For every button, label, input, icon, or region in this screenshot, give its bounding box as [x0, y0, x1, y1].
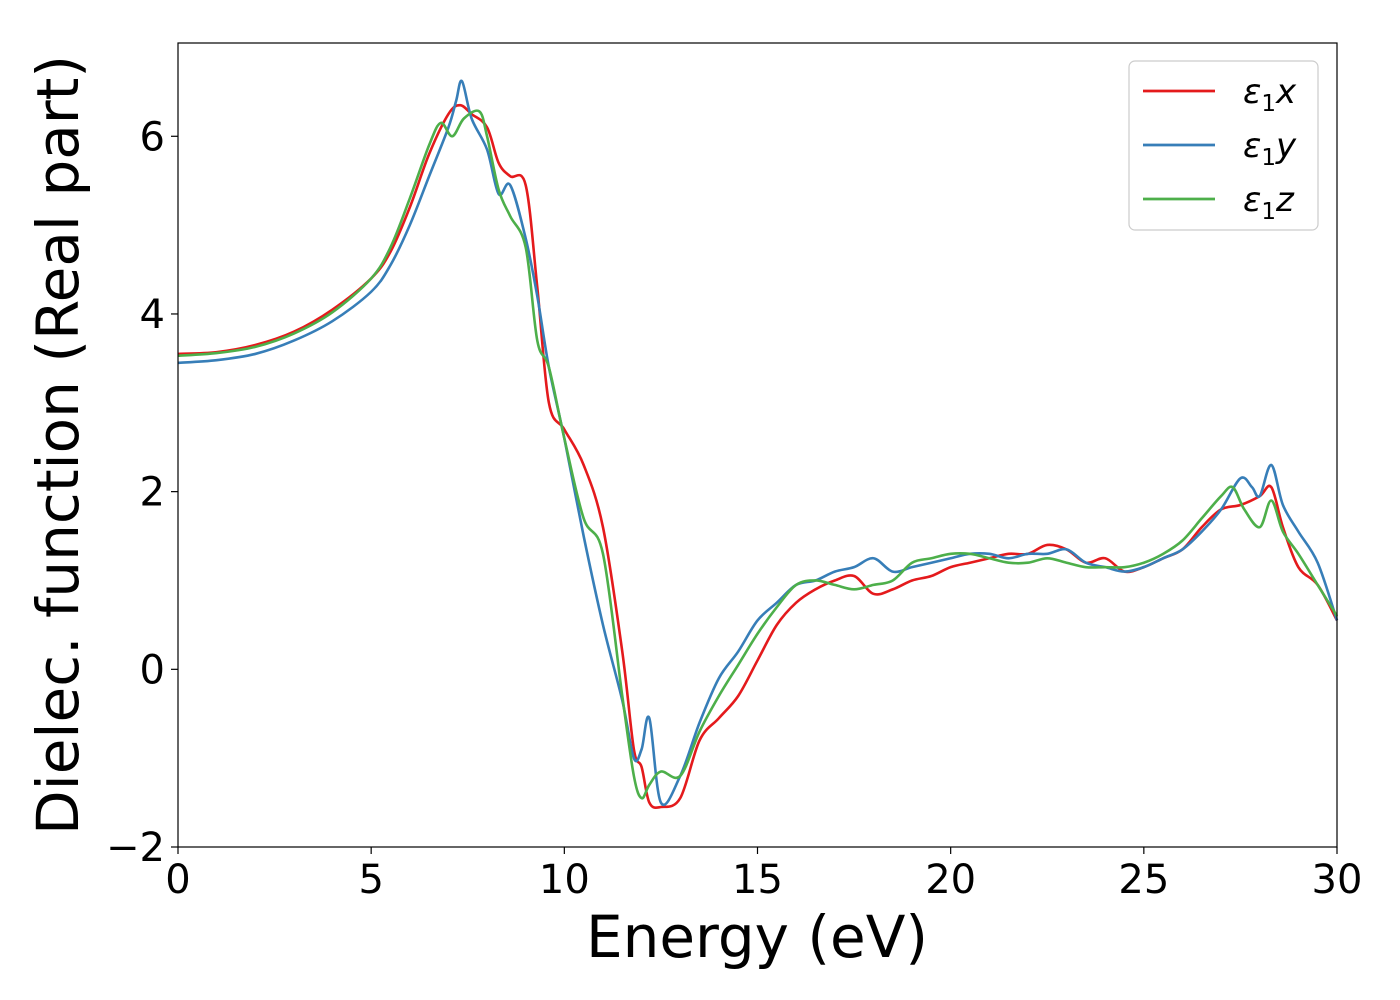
x-axis-ticks: 0 5 10 15 20 25 30: [165, 847, 1362, 903]
y-tick-label: −2: [106, 825, 165, 871]
x-tick-label: 5: [358, 857, 383, 903]
y-axis-ticks: −2 0 2 4 6: [106, 114, 178, 871]
legend-box: [1128, 60, 1319, 231]
legend-label-y: ε1y: [1243, 126, 1297, 171]
x-axis-title: Energy (eV): [586, 903, 928, 971]
series-line-y: [177, 79, 1339, 807]
y-tick-label: 6: [140, 114, 165, 160]
series-line-z: [177, 109, 1339, 800]
x-tick-label: 15: [732, 857, 783, 903]
legend: ε1x ε1y ε1z: [1128, 60, 1319, 231]
x-tick-label: 25: [1118, 857, 1169, 903]
legend-label-x: ε1x: [1243, 72, 1297, 117]
series-lines: [177, 79, 1339, 809]
y-tick-label: 2: [140, 470, 165, 516]
y-axis-title: Dielec. function (Real part): [24, 55, 92, 835]
x-tick-label: 0: [165, 857, 190, 903]
x-tick-label: 20: [925, 857, 976, 903]
legend-label-z: ε1z: [1243, 180, 1295, 225]
x-tick-label: 10: [539, 857, 590, 903]
y-tick-label: 4: [140, 292, 165, 338]
y-tick-label: 0: [140, 647, 165, 693]
x-tick-label: 30: [1312, 857, 1363, 903]
